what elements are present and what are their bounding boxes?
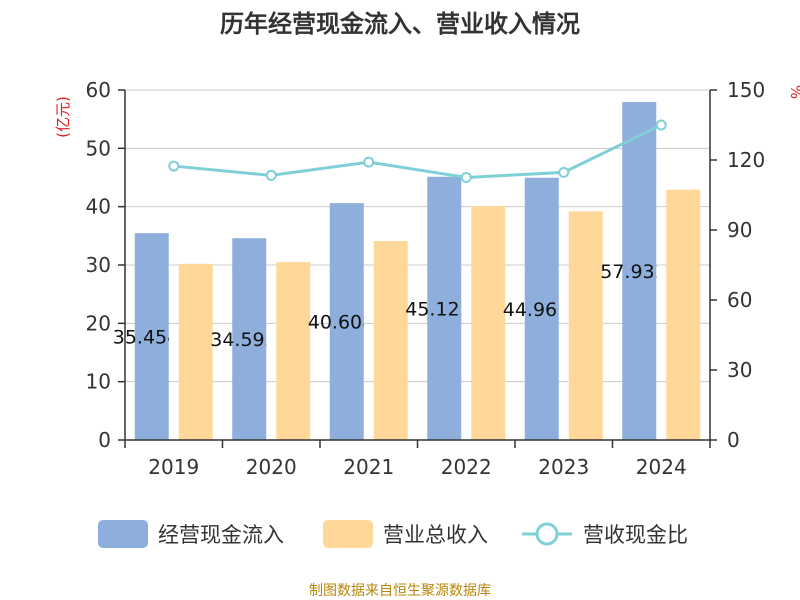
- x-tick-label: 2024: [636, 455, 687, 479]
- y-left-tick-label: 50: [86, 136, 111, 160]
- bar-revenue: [373, 241, 408, 440]
- y-right-axis-label: %: [787, 85, 800, 99]
- bar-revenue: [276, 262, 311, 440]
- x-tick-label: 2020: [246, 455, 297, 479]
- bar-cash-inflow: [329, 203, 364, 440]
- bar-revenue: [178, 263, 213, 440]
- ratio-point: [363, 156, 375, 168]
- y-left-tick-label: 10: [86, 370, 111, 394]
- bar-revenue: [568, 211, 603, 440]
- bar-cash-inflow: [427, 176, 462, 441]
- ratio-point: [168, 160, 180, 172]
- data-label-cash-inflow: 34.593: [210, 329, 276, 351]
- ratio-point: [265, 169, 277, 181]
- y-right-tick-label: 30: [727, 358, 752, 382]
- legend-label-ratio: 营收现金比: [583, 523, 688, 547]
- x-tick-label: 2023: [538, 455, 589, 479]
- y-left-tick-label: 60: [86, 78, 111, 102]
- data-label-cash-inflow: 45.125: [405, 298, 471, 320]
- x-tick-label: 2019: [148, 455, 199, 479]
- x-tick-label: 2021: [343, 455, 394, 479]
- bar-cash-inflow: [622, 102, 657, 441]
- y-right-tick-label: 0: [727, 428, 740, 452]
- legend-label-cash-inflow: 经营现金流入: [158, 523, 284, 547]
- bar-cash-inflow: [524, 177, 559, 441]
- legend-marker-ratio: [535, 522, 559, 546]
- data-labels: 35.454 34.593 40.608 45.125 44.961 57.932: [113, 261, 666, 351]
- bar-revenue: [471, 206, 506, 440]
- axes: 0 10 20 30 40 50 60 0 30 60 90 120 150 2019 2020 2021 20…: [86, 78, 766, 479]
- bar-revenue: [666, 189, 701, 440]
- ratio-point: [655, 119, 667, 131]
- bars: [134, 102, 701, 441]
- ratio-point: [460, 172, 472, 183]
- legend-swatch-revenue: [323, 520, 373, 548]
- source-note: 制图数据来自恒生聚源数据库: [309, 583, 491, 599]
- y-right-tick-label: 150: [727, 78, 765, 102]
- y-left-tick-label: 30: [86, 253, 111, 277]
- x-tick-label: 2022: [441, 455, 492, 479]
- y-left-tick-label: 0: [98, 428, 111, 452]
- bar-cash-inflow: [232, 238, 267, 440]
- y-left-tick-label: 40: [86, 195, 111, 219]
- data-label-cash-inflow: 40.608: [308, 312, 374, 334]
- legend-label-revenue: 营业总收入: [383, 523, 488, 547]
- y-left-tick-label: 20: [86, 311, 111, 335]
- y-right-tick-label: 120: [727, 148, 765, 172]
- gridlines: [125, 89, 710, 383]
- legend: 经营现金流入 营业总收入 营收现金比: [98, 520, 688, 548]
- y-right-tick-label: 90: [727, 218, 752, 242]
- data-label-cash-inflow: 57.932: [600, 261, 666, 283]
- y-right-tick-label: 60: [727, 288, 752, 312]
- y-left-axis-label: (亿元): [54, 96, 72, 138]
- ratio-line-path: [173, 123, 662, 180]
- data-label-cash-inflow: 35.454: [113, 327, 179, 349]
- bar-cash-inflow: [134, 233, 169, 440]
- legend-swatch-cash-inflow: [98, 520, 148, 548]
- ratio-line: [168, 119, 667, 183]
- chart-title: 历年经营现金流入、营业收入情况: [220, 10, 580, 38]
- ratio-point: [558, 166, 570, 178]
- data-label-cash-inflow: 44.961: [503, 299, 569, 321]
